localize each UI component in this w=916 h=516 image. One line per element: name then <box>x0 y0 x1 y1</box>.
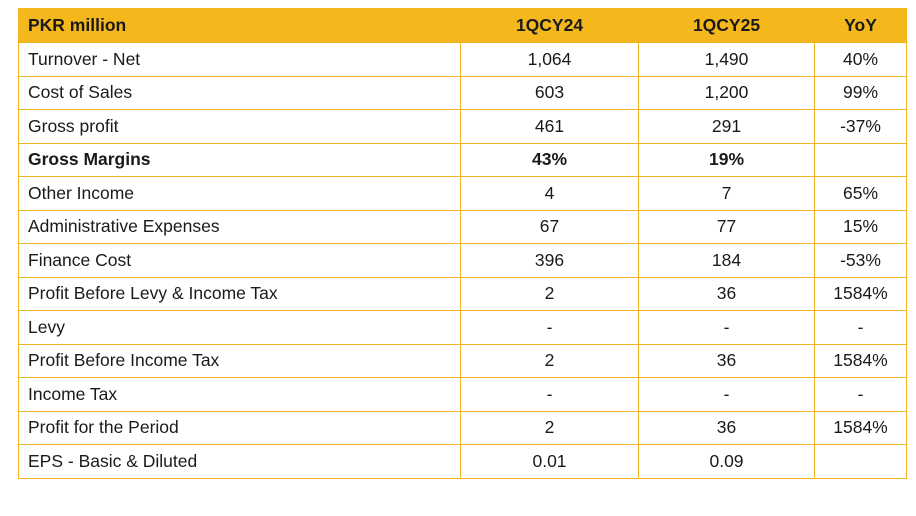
value-1qcy25: 77 <box>638 209 815 244</box>
value-yoy: 1584% <box>814 276 907 311</box>
row-other-income: Other Income 4 7 65% <box>18 176 907 211</box>
value-yoy: 65% <box>814 176 907 211</box>
header-1qcy25: 1QCY25 <box>638 8 815 43</box>
row-label: Gross Margins <box>18 142 461 177</box>
row-label: Profit Before Income Tax <box>18 343 461 378</box>
value-yoy: -53% <box>814 243 907 278</box>
row-label: Administrative Expenses <box>18 209 461 244</box>
row-profit-before-income-tax: Profit Before Income Tax 2 36 1584% <box>18 343 907 378</box>
value-1qcy24: 43% <box>460 142 639 177</box>
value-1qcy25: 36 <box>638 343 815 378</box>
header-yoy: YoY <box>814 8 907 43</box>
value-1qcy25: 1,490 <box>638 42 815 77</box>
row-levy: Levy - - - <box>18 310 907 345</box>
row-eps-basic-diluted: EPS - Basic & Diluted 0.01 0.09 <box>18 444 907 479</box>
financial-results-table: PKR million 1QCY24 1QCY25 YoY Turnover -… <box>18 8 907 479</box>
table-body: Turnover - Net 1,064 1,490 40% Cost of S… <box>18 42 907 479</box>
value-yoy <box>814 444 907 479</box>
value-yoy: 40% <box>814 42 907 77</box>
row-administrative-expenses: Administrative Expenses 67 77 15% <box>18 209 907 244</box>
value-yoy: - <box>814 310 907 345</box>
row-label: Finance Cost <box>18 243 461 278</box>
row-label: Levy <box>18 310 461 345</box>
value-1qcy24: 1,064 <box>460 42 639 77</box>
value-1qcy24: - <box>460 310 639 345</box>
header-unit-label: PKR million <box>18 8 461 43</box>
value-1qcy25: 0.09 <box>638 444 815 479</box>
value-1qcy24: 2 <box>460 276 639 311</box>
row-gross-profit: Gross profit 461 291 -37% <box>18 109 907 144</box>
value-1qcy24: 396 <box>460 243 639 278</box>
row-income-tax: Income Tax - - - <box>18 377 907 412</box>
table-header: PKR million 1QCY24 1QCY25 YoY <box>18 8 907 43</box>
row-label: Other Income <box>18 176 461 211</box>
row-label: Profit Before Levy & Income Tax <box>18 276 461 311</box>
value-1qcy25: 7 <box>638 176 815 211</box>
value-1qcy24: 603 <box>460 75 639 110</box>
value-1qcy25: 19% <box>638 142 815 177</box>
row-turnover-net: Turnover - Net 1,064 1,490 40% <box>18 42 907 77</box>
value-1qcy25: 36 <box>638 410 815 445</box>
row-label: Gross profit <box>18 109 461 144</box>
value-yoy: 99% <box>814 75 907 110</box>
value-1qcy24: 2 <box>460 410 639 445</box>
value-1qcy25: 291 <box>638 109 815 144</box>
header-row: PKR million 1QCY24 1QCY25 YoY <box>18 8 907 43</box>
value-yoy: 15% <box>814 209 907 244</box>
value-1qcy25: - <box>638 377 815 412</box>
row-label: Profit for the Period <box>18 410 461 445</box>
value-1qcy25: - <box>638 310 815 345</box>
row-gross-margins: Gross Margins 43% 19% <box>18 142 907 177</box>
row-label: Income Tax <box>18 377 461 412</box>
row-profit-before-levy-income-tax: Profit Before Levy & Income Tax 2 36 158… <box>18 276 907 311</box>
row-finance-cost: Finance Cost 396 184 -53% <box>18 243 907 278</box>
row-profit-for-the-period: Profit for the Period 2 36 1584% <box>18 410 907 445</box>
value-1qcy24: 67 <box>460 209 639 244</box>
header-1qcy24: 1QCY24 <box>460 8 639 43</box>
value-yoy: 1584% <box>814 410 907 445</box>
value-1qcy24: 461 <box>460 109 639 144</box>
row-label: EPS - Basic & Diluted <box>18 444 461 479</box>
value-yoy: -37% <box>814 109 907 144</box>
value-1qcy24: 2 <box>460 343 639 378</box>
value-1qcy25: 36 <box>638 276 815 311</box>
value-1qcy24: 0.01 <box>460 444 639 479</box>
value-1qcy25: 1,200 <box>638 75 815 110</box>
row-label: Turnover - Net <box>18 42 461 77</box>
value-1qcy24: - <box>460 377 639 412</box>
row-label: Cost of Sales <box>18 75 461 110</box>
value-yoy <box>814 142 907 177</box>
value-1qcy24: 4 <box>460 176 639 211</box>
value-yoy: - <box>814 377 907 412</box>
row-cost-of-sales: Cost of Sales 603 1,200 99% <box>18 75 907 110</box>
value-yoy: 1584% <box>814 343 907 378</box>
value-1qcy25: 184 <box>638 243 815 278</box>
